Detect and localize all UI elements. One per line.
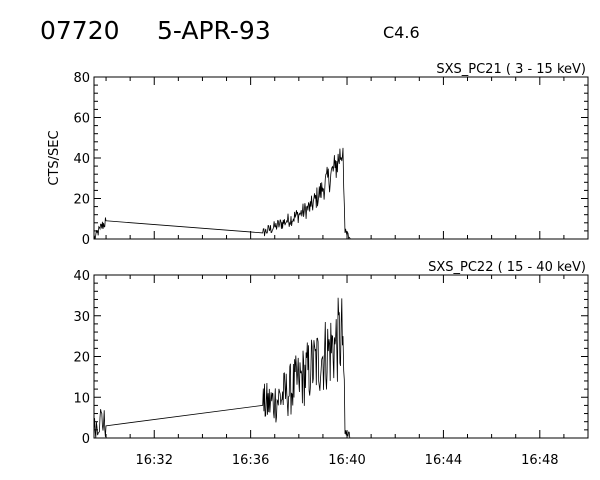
series-line	[93, 297, 351, 439]
y-tick-label: 80	[73, 71, 90, 86]
y-tick-label: 0	[82, 233, 90, 248]
y-tick-label: 40	[73, 269, 90, 284]
event-date: 5-APR-93	[157, 16, 271, 45]
y-axis-label: CTS/SEC	[47, 130, 62, 185]
y-tick-label: 20	[73, 351, 90, 366]
panel-title: SXS_PC22 ( 15 - 40 keV)	[428, 260, 586, 275]
x-tick-label: 16:36	[232, 453, 269, 468]
series-line	[93, 147, 351, 240]
panel-title: SXS_PC21 ( 3 - 15 keV)	[436, 62, 586, 77]
y-tick-label: 20	[73, 193, 90, 208]
y-tick-label: 30	[73, 310, 90, 325]
event-id: 07720	[40, 16, 120, 45]
panel-pc22: SXS_PC22 ( 15 - 40 keV) 0 10 20 30 40 16:32 16:…	[73, 260, 589, 468]
x-tick-label: 16:32	[136, 453, 173, 468]
flare-class: C4.6	[383, 23, 420, 42]
x-tick-label: 16:40	[328, 453, 365, 468]
y-tick-label: 10	[73, 391, 90, 406]
y-tick-label: 40	[73, 152, 90, 167]
x-tick-label: 16:44	[425, 453, 462, 468]
panel-pc21: SXS_PC21 ( 3 - 15 keV) CTS/SEC 0 20 40 60 80	[47, 62, 589, 248]
y-tick-label: 60	[73, 112, 90, 127]
y-tick-label: 0	[82, 432, 90, 447]
x-tick-label: 16:48	[521, 453, 558, 468]
